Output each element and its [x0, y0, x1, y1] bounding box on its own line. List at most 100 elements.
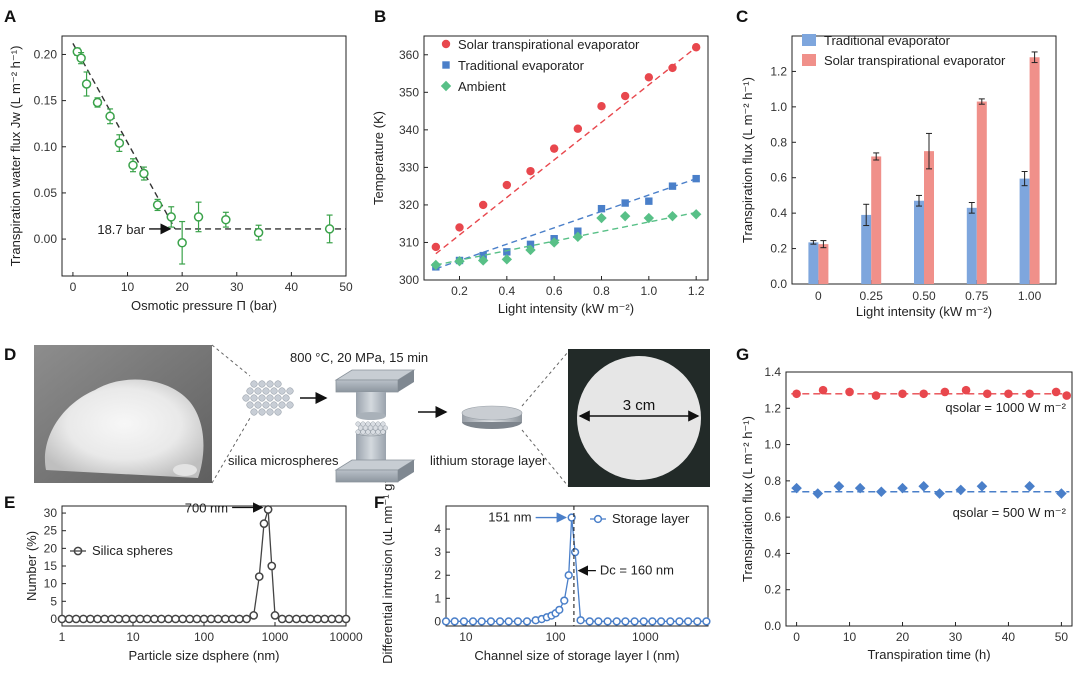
data-point	[919, 389, 929, 399]
data-point	[468, 617, 478, 626]
y-tick-label: 0.4	[764, 546, 781, 560]
x-tick-label: 0.50	[912, 289, 936, 303]
data-point	[292, 614, 301, 624]
x-axis-label: Particle size dsphere (nm)	[129, 648, 280, 663]
y-tick-label: 300	[399, 273, 419, 287]
microsphere	[254, 401, 262, 409]
data-point	[152, 200, 163, 210]
data-point	[818, 385, 828, 395]
press-sphere	[365, 429, 371, 435]
press-sphere	[358, 425, 364, 431]
microsphere	[274, 380, 282, 388]
annotation-label: 151 nm	[488, 510, 531, 525]
y-tick-label: 1.4	[764, 365, 781, 379]
panel-label-e: E	[4, 493, 15, 512]
powder-crumb	[173, 464, 197, 476]
x-axis-label: Osmotic pressure Π (bar)	[131, 298, 277, 313]
panel-label-g: G	[736, 345, 749, 364]
microsphere	[274, 394, 282, 402]
data-point	[585, 617, 594, 626]
data-point	[897, 482, 908, 494]
data-point	[876, 486, 887, 498]
data-point	[522, 617, 532, 626]
chart-b: 0.2 0.4 0.6 0.8 1.0 1.2 300 310 320 330 340 350 360 L…	[371, 35, 709, 316]
press-sphere	[380, 421, 386, 427]
microspheres-label: silica microspheres	[228, 453, 339, 468]
bar	[976, 101, 987, 285]
data-point	[92, 97, 103, 108]
y-tick-label: 0.05	[34, 186, 58, 200]
data-point	[313, 614, 322, 624]
x-tick-label: 0.6	[546, 284, 563, 298]
series-label: qsolar = 1000 W m⁻²	[945, 400, 1066, 415]
storage-disc	[461, 405, 523, 429]
data-point	[242, 614, 251, 624]
microsphere	[282, 394, 290, 402]
panel-label-f: F	[374, 493, 384, 512]
y-tick-label: 0	[50, 612, 57, 626]
data-point	[76, 53, 86, 63]
x-tick-label: 20	[896, 630, 910, 644]
y-tick-label: 1.0	[764, 438, 781, 452]
legend-entry: Solar transpirational evaporator	[458, 37, 640, 52]
press-sphere	[383, 425, 389, 431]
storage-layer-label: lithium storage layer	[430, 453, 547, 468]
data-point	[107, 614, 117, 624]
data-point	[284, 614, 294, 624]
microsphere	[246, 401, 254, 409]
data-point	[854, 482, 866, 494]
data-point	[1051, 387, 1061, 397]
press-sphere	[380, 429, 386, 435]
data-point	[431, 242, 441, 252]
data-point	[228, 614, 237, 624]
data-point	[139, 168, 149, 179]
y-tick-label: 360	[399, 48, 419, 62]
press-sphere	[355, 429, 361, 435]
x-tick-label: 10	[843, 630, 857, 644]
data-point	[982, 389, 992, 399]
data-point	[334, 614, 344, 624]
data-point	[270, 611, 280, 620]
data-point	[441, 39, 451, 49]
microsphere-cluster	[242, 380, 294, 416]
data-point	[64, 614, 74, 624]
plot-frame	[423, 35, 709, 281]
data-point	[918, 481, 930, 492]
data-point	[597, 101, 606, 111]
chart-f: 10 100 1000 0 1 2 3 4 Channel size of storage la…	[380, 468, 711, 664]
microsphere	[266, 394, 274, 402]
data-point	[324, 224, 335, 234]
panel-label-c: C	[736, 7, 748, 26]
data-point	[961, 385, 971, 395]
data-point	[612, 617, 621, 626]
data-point	[526, 166, 535, 176]
press-sphere	[365, 421, 371, 427]
data-point	[692, 174, 700, 183]
microsphere	[286, 401, 294, 409]
data-point	[185, 614, 195, 624]
data-point	[221, 214, 231, 225]
data-point	[128, 614, 138, 624]
legend-swatch	[802, 34, 816, 46]
press-sphere	[363, 425, 369, 431]
annotation-label: Dc = 160 nm	[600, 563, 674, 578]
data-point	[792, 389, 801, 399]
data-point	[691, 43, 701, 52]
data-point	[560, 596, 569, 605]
data-point	[100, 614, 109, 624]
microsphere	[250, 408, 258, 416]
data-point	[555, 605, 564, 614]
data-point	[648, 617, 657, 626]
y-tick-label: 0.2	[764, 583, 781, 597]
data-point	[142, 614, 152, 624]
microsphere	[242, 394, 250, 402]
x-tick-label: 10000	[329, 630, 363, 644]
annotation-label: 18.7 bar	[97, 222, 145, 237]
data-point	[267, 561, 277, 571]
microsphere	[258, 380, 266, 388]
x-tick-label: 1.2	[688, 284, 705, 298]
data-point	[459, 617, 469, 626]
microsphere	[278, 387, 286, 395]
dashed-connector	[211, 344, 251, 377]
series-line	[62, 509, 346, 620]
